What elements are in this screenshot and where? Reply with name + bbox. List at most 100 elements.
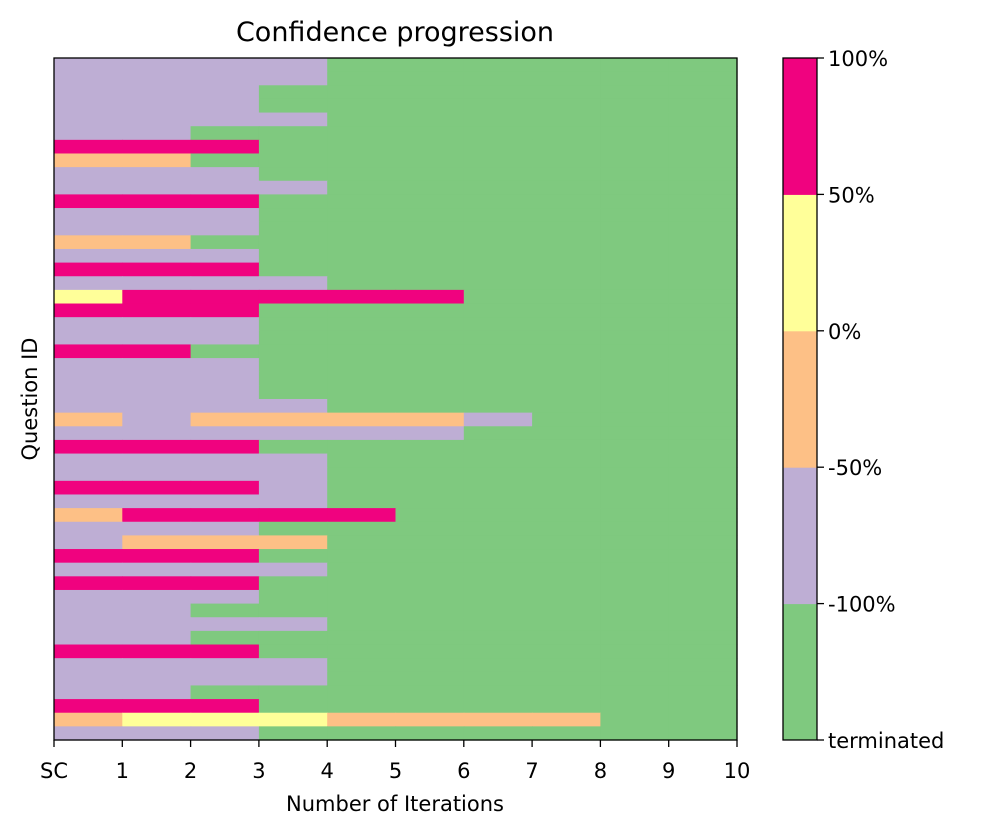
heatmap-cell (600, 371, 670, 386)
heatmap-cell (258, 126, 328, 141)
heatmap-cell (327, 153, 397, 168)
heatmap-cell (327, 671, 397, 687)
heatmap-cell (668, 712, 738, 727)
heatmap-cell (532, 385, 601, 400)
heatmap-cell (668, 480, 738, 496)
heatmap-cell (668, 358, 738, 373)
heatmap-cell (122, 508, 192, 523)
heatmap-cell (463, 344, 533, 359)
y-axis-label: Question ID (18, 338, 42, 461)
heatmap-cell (258, 385, 328, 400)
heatmap-cell (190, 98, 260, 114)
heatmap-cell (258, 139, 328, 155)
heatmap-cell (258, 330, 328, 346)
heatmap-cell (668, 303, 738, 318)
heatmap-cell (532, 180, 601, 195)
x-tick-label: 6 (457, 759, 470, 783)
colorbar-segment (783, 194, 817, 332)
heatmap-cell (600, 521, 670, 536)
heatmap-cell (54, 589, 123, 605)
heatmap-cell (190, 494, 260, 509)
heatmap-cell (327, 85, 397, 100)
heatmap-cell (395, 549, 465, 564)
heatmap-cell (600, 699, 670, 714)
heatmap-cell (190, 658, 260, 673)
heatmap-cell (54, 98, 123, 114)
heatmap-cell (463, 426, 533, 441)
heatmap-cell (463, 276, 533, 291)
heatmap-cell (463, 685, 533, 700)
colorbar-segment (783, 603, 817, 741)
heatmap-cell (668, 98, 738, 114)
heatmap-cell (327, 549, 397, 564)
heatmap-cell (258, 630, 328, 646)
heatmap-cell (532, 289, 601, 305)
heatmap-cell (600, 453, 670, 468)
heatmap-cell (54, 467, 123, 482)
heatmap-cell (258, 671, 328, 687)
x-axis-label: Number of Iterations (286, 792, 504, 816)
heatmap-cell (327, 480, 397, 496)
x-tick-label: 10 (724, 759, 751, 783)
heatmap-cell (600, 589, 670, 605)
heatmap-cell (395, 712, 465, 727)
heatmap-cell (327, 589, 397, 605)
heatmap-cell (668, 289, 738, 305)
chart-title: Confidence progression (236, 17, 554, 48)
heatmap-cell (122, 371, 192, 386)
heatmap-cell (190, 153, 260, 168)
heatmap-cell (258, 112, 328, 127)
heatmap-cell (54, 126, 123, 141)
heatmap-cell (668, 521, 738, 536)
heatmap-cell (463, 153, 533, 168)
heatmap-cell (190, 371, 260, 386)
heatmap-cell (532, 139, 601, 155)
heatmap-cell (190, 589, 260, 605)
heatmap-cell (600, 535, 670, 550)
heatmap-cell (395, 671, 465, 687)
heatmap-cell (463, 85, 533, 100)
x-tick-label: 2 (184, 759, 197, 783)
heatmap-cell (532, 521, 601, 536)
heatmap-cell (395, 153, 465, 168)
heatmap-cell (463, 726, 533, 741)
heatmap-cell (327, 194, 397, 209)
heatmap-cell (122, 221, 192, 236)
heatmap-cell (327, 303, 397, 318)
heatmap-cell (600, 617, 670, 632)
heatmap-cell (54, 358, 123, 373)
heatmap-cell (463, 453, 533, 468)
heatmap-cell (327, 139, 397, 155)
heatmap-cell (122, 699, 192, 714)
heatmap-cell (395, 262, 465, 277)
heatmap-cell (327, 371, 397, 386)
heatmap-cell (463, 589, 533, 605)
heatmap-cell (190, 180, 260, 195)
heatmap-cell (463, 535, 533, 550)
heatmap-cell (668, 467, 738, 482)
heatmap-cell (258, 85, 328, 100)
heatmap-cell (190, 303, 260, 318)
heatmap-cell (54, 221, 123, 236)
heatmap-cell (327, 344, 397, 359)
heatmap-cell (463, 289, 533, 305)
heatmap-cell (532, 248, 601, 264)
heatmap-cell (122, 439, 192, 455)
heatmap-cell (668, 562, 738, 577)
heatmap-cell (122, 603, 192, 618)
heatmap-cell (600, 208, 670, 223)
heatmap-cell (190, 480, 260, 496)
heatmap-cell (463, 358, 533, 373)
heatmap-cell (54, 71, 123, 86)
heatmap-cell (463, 712, 533, 727)
heatmap-cell (600, 276, 670, 291)
heatmap-cell (463, 126, 533, 141)
heatmap-cell (190, 399, 260, 414)
heatmap-cell (327, 221, 397, 236)
heatmap-cell (122, 208, 192, 223)
heatmap-cell (54, 289, 123, 305)
heatmap-cell (668, 58, 738, 73)
heatmap-cell (532, 371, 601, 386)
heatmap-cell (54, 330, 123, 346)
heatmap-cell (258, 658, 328, 673)
